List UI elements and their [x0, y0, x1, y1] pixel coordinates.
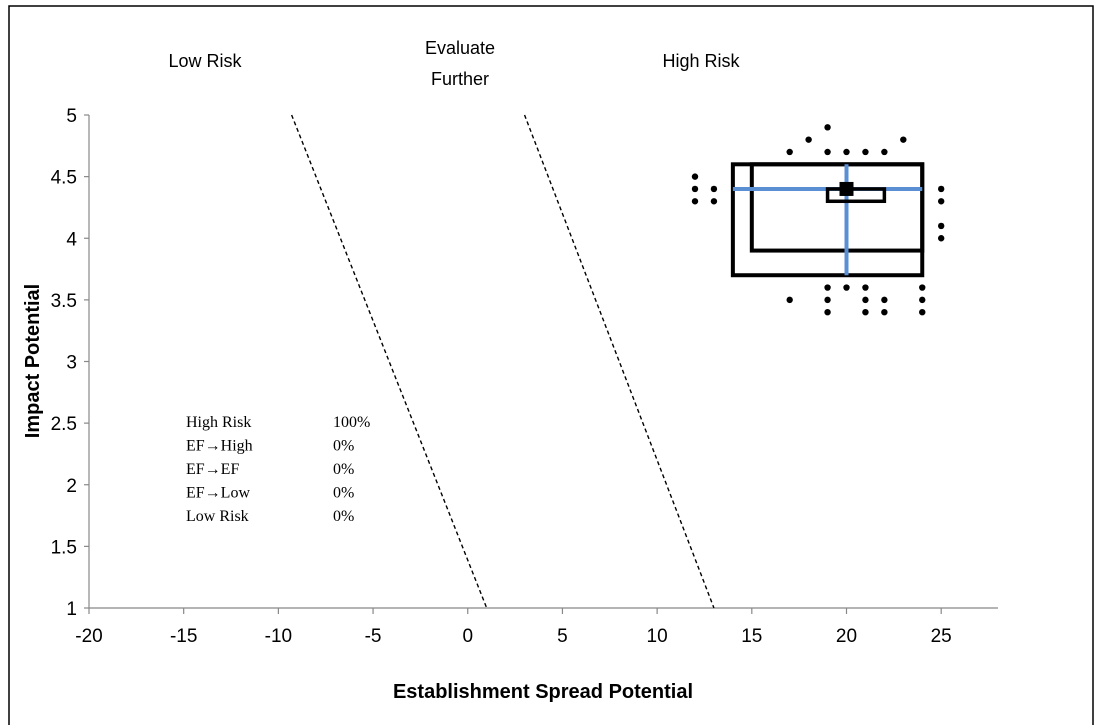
- outlier-point: [691, 198, 699, 205]
- box-inner: [749, 162, 925, 253]
- summary-label: High Risk: [186, 414, 251, 431]
- summary-label: EF→High: [186, 438, 253, 455]
- outlier-point: [691, 173, 699, 180]
- region-label-low: Low Risk: [168, 51, 242, 71]
- summary-label: Low Risk: [186, 508, 249, 525]
- x-axis-title: Establishment Spread Potential: [393, 681, 693, 703]
- outlier-point: [900, 136, 907, 143]
- x-tick-label: 20: [836, 626, 857, 647]
- outlier-point: [786, 148, 793, 156]
- y-tick-label: 4.5: [51, 168, 77, 189]
- chart-border: [8, 5, 1094, 725]
- plot-area: [691, 124, 945, 316]
- outlier-point: [881, 148, 888, 156]
- x-tick-label: -10: [265, 626, 292, 647]
- region-labels: Low Risk Evaluate Further High Risk: [168, 38, 740, 89]
- y-tick-label: 2.5: [51, 414, 77, 435]
- outlier-point: [710, 198, 718, 205]
- outlier-point: [881, 296, 888, 304]
- region-label-ef: Further: [431, 69, 489, 89]
- y-tick-label: 1: [66, 599, 77, 620]
- region-label-high: High Risk: [662, 51, 740, 71]
- y-tick-label: 3: [66, 353, 77, 374]
- outlier-point: [710, 185, 718, 193]
- summary-value: 0%: [333, 508, 354, 525]
- x-tick-label: 10: [647, 626, 668, 647]
- outlier-point: [919, 284, 926, 291]
- median-bar: [825, 187, 887, 204]
- outlier-point: [862, 148, 869, 156]
- outlier-point: [919, 296, 926, 304]
- x-tick-label: -5: [365, 626, 382, 647]
- outlier-point: [937, 198, 945, 205]
- y-tick-label: 5: [66, 106, 77, 127]
- x-tick-label: 25: [931, 626, 952, 647]
- summary-label: EF→Low: [186, 485, 250, 502]
- median-marker: [839, 181, 854, 196]
- summary-value: 0%: [333, 485, 354, 502]
- outlier-point: [824, 284, 831, 291]
- outlier-point: [881, 309, 888, 316]
- y-tick-label: 4: [66, 229, 77, 250]
- x-tick-label: -20: [75, 626, 102, 647]
- outlier-point: [937, 235, 945, 242]
- threshold-line: [290, 114, 488, 609]
- outlier-point: [824, 309, 831, 316]
- summary-value: 0%: [333, 438, 354, 455]
- y-tick-label: 3.5: [51, 291, 77, 312]
- x-tick-label: 0: [462, 626, 473, 647]
- y-axis: 1 1.5 2 2.5 3 3.5 4 4.5 5: [51, 106, 90, 620]
- outlier-point: [786, 296, 793, 304]
- outlier-point: [843, 284, 850, 291]
- outlier-point: [824, 296, 831, 304]
- summary-table: High Risk 100% EF→High 0% EF→EF 0% EF→Low 0% Low…: [186, 414, 370, 525]
- threshold-lines: [290, 114, 715, 609]
- x-tick-label: -15: [170, 626, 197, 647]
- outlier-point: [824, 148, 831, 156]
- x-tick-label: 5: [557, 626, 568, 647]
- summary-value: 0%: [333, 461, 354, 478]
- outlier-point: [919, 309, 926, 316]
- summary-label: EF→EF: [186, 461, 239, 478]
- outlier-point: [805, 136, 812, 143]
- x-tick-label: 15: [741, 626, 762, 647]
- outlier-point: [843, 148, 850, 156]
- outlier-point: [824, 124, 831, 131]
- x-axis: -20 -15 -10 -5 0 5 10 15 20 25: [75, 607, 998, 647]
- threshold-line: [523, 114, 715, 609]
- outlier-point: [862, 284, 869, 291]
- summary-value: 100%: [333, 414, 370, 431]
- y-tick-label: 2: [66, 476, 77, 497]
- box-outer: [730, 162, 925, 278]
- y-axis-title: Impact Potential: [22, 284, 44, 438]
- outlier-point: [862, 309, 869, 316]
- outlier-point: [862, 296, 869, 304]
- y-tick-label: 1.5: [51, 537, 77, 558]
- region-label-ef: Evaluate: [425, 38, 495, 58]
- outlier-point: [937, 222, 945, 230]
- outlier-point: [937, 185, 945, 193]
- outlier-point: [691, 185, 699, 193]
